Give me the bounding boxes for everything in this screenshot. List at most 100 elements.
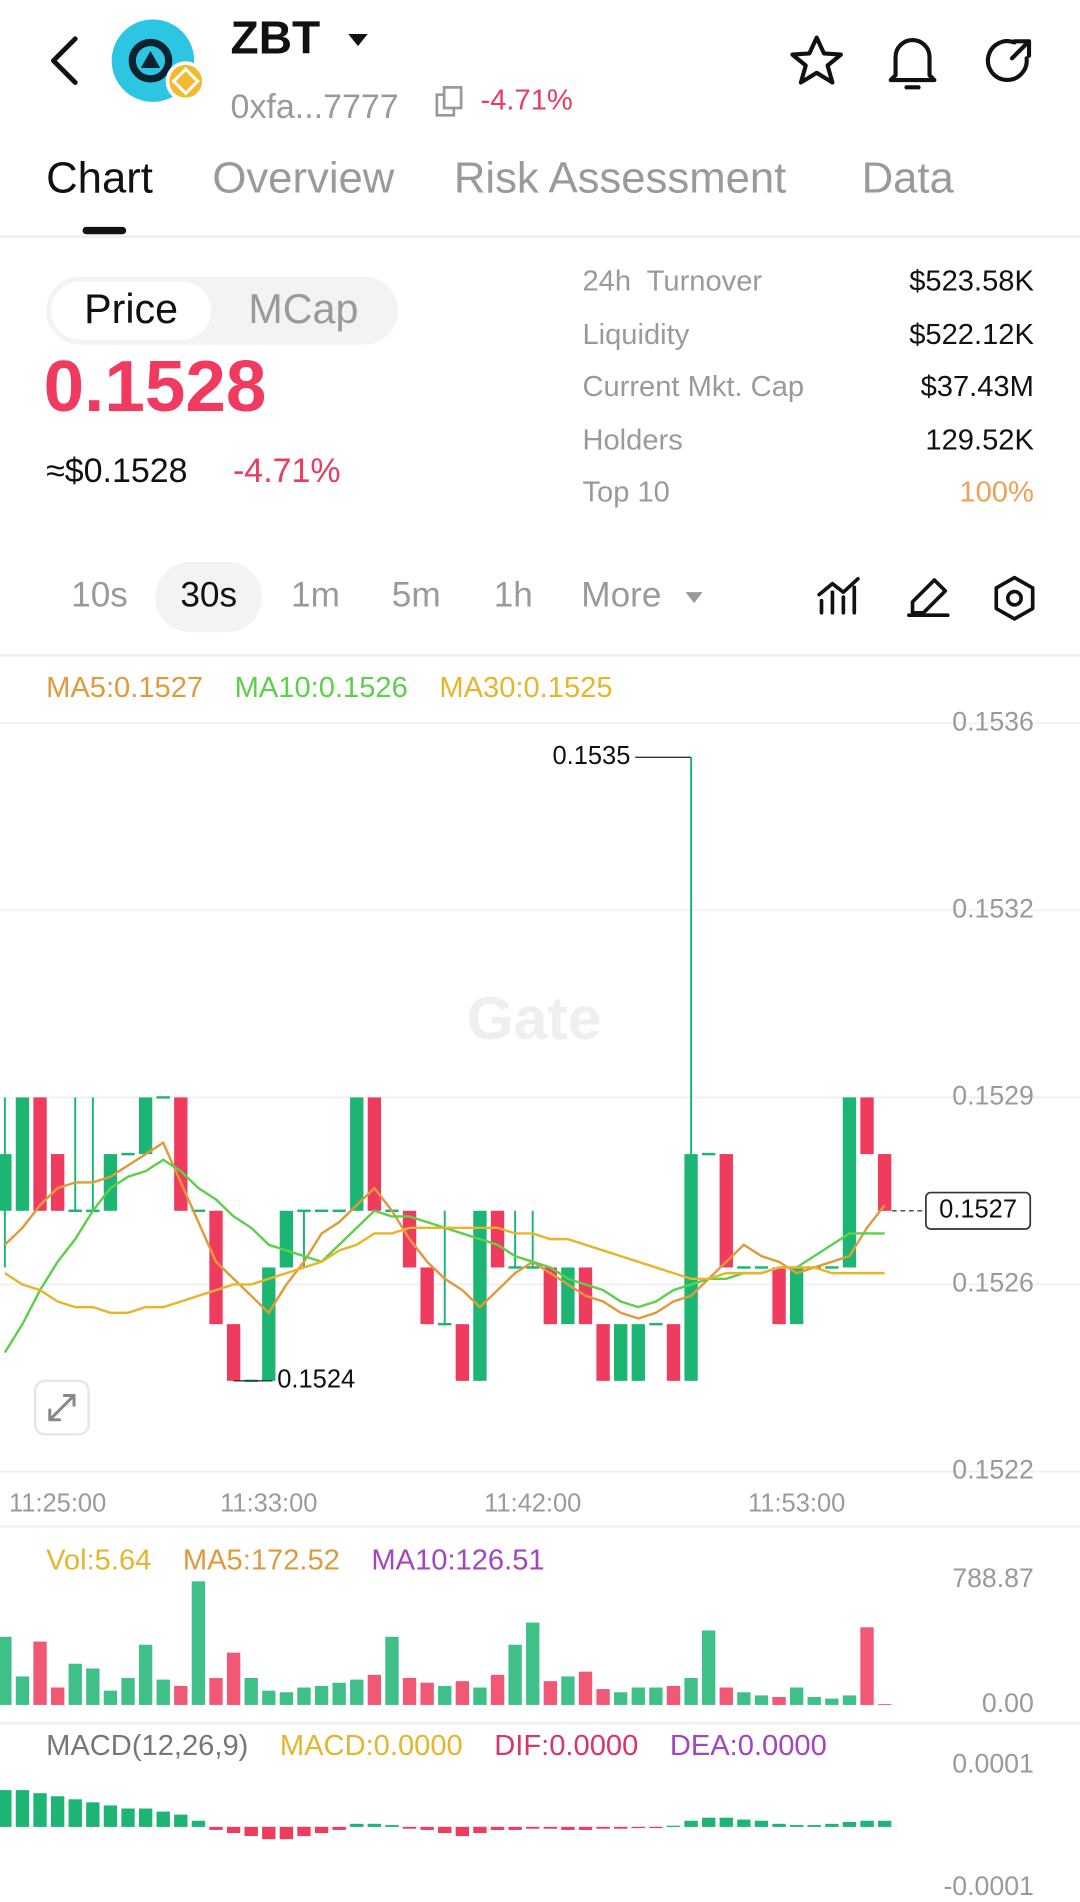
volume-bar bbox=[490, 1674, 505, 1705]
macd-bar bbox=[842, 1821, 857, 1827]
candle-body bbox=[420, 1267, 434, 1325]
macd-bar bbox=[649, 1826, 663, 1829]
draw-button[interactable] bbox=[907, 578, 950, 618]
x-tick-label: 11:53:00 bbox=[748, 1489, 845, 1517]
fullscreen-button[interactable] bbox=[33, 1379, 90, 1436]
macd-bar bbox=[737, 1819, 751, 1827]
macd-bar bbox=[244, 1826, 258, 1837]
candle-body bbox=[455, 1324, 470, 1381]
volume-bar bbox=[402, 1677, 417, 1705]
interval-option[interactable]: 30s bbox=[180, 575, 237, 614]
macd-bar bbox=[174, 1814, 188, 1827]
macd-bar bbox=[614, 1826, 628, 1829]
interval-bar: 10s 30s 1m 5m 1h More bbox=[71, 575, 661, 614]
toggle-option[interactable]: Price bbox=[84, 286, 178, 332]
volume-bar bbox=[455, 1681, 470, 1705]
volume-bar bbox=[842, 1695, 857, 1705]
interval-option[interactable]: 10s bbox=[71, 575, 128, 614]
volume-bar bbox=[649, 1687, 663, 1705]
macd-bar bbox=[103, 1805, 118, 1827]
toggle-option[interactable]: MCap bbox=[248, 286, 358, 332]
chart-area: 0.1536 0.1532 0.1529 0.1526 0.1522 11:25:00 11… bbox=[0, 672, 1080, 1901]
candle-body bbox=[684, 1154, 698, 1381]
favorite-button[interactable] bbox=[790, 35, 844, 85]
candle-body bbox=[350, 1097, 364, 1211]
usd-price: ≈$0.1528 bbox=[46, 452, 187, 490]
macd-bar bbox=[701, 1817, 716, 1827]
candle-body bbox=[543, 1267, 557, 1325]
candle-body bbox=[754, 1266, 769, 1269]
stats-table: 24h Turnover $523.58K Liquidity $522.12K Cur… bbox=[582, 265, 1034, 508]
candle-body bbox=[508, 1266, 522, 1269]
candle-body bbox=[825, 1266, 839, 1269]
tab-indicator bbox=[82, 226, 127, 235]
macd-bar bbox=[50, 1796, 65, 1827]
settings-button[interactable] bbox=[994, 575, 1035, 621]
tab[interactable]: Overview bbox=[212, 153, 394, 202]
tab[interactable]: Risk Assessment bbox=[454, 153, 787, 202]
macd-bar bbox=[0, 1790, 12, 1827]
logo-mark bbox=[140, 50, 161, 68]
macd-bar bbox=[473, 1826, 487, 1834]
y-tick-label: 0.1532 bbox=[952, 893, 1034, 923]
fullscreen-arrows bbox=[48, 1393, 76, 1422]
macd-bar bbox=[15, 1790, 30, 1827]
legend-entry: MACD(12,26,9) bbox=[46, 1730, 248, 1762]
y-tick-label: -0.0001 bbox=[943, 1871, 1034, 1901]
macd-bar bbox=[138, 1808, 153, 1827]
candle-body bbox=[297, 1209, 311, 1212]
volume-bar bbox=[701, 1630, 716, 1705]
volume-bar bbox=[174, 1685, 188, 1705]
x-tick-label: 11:25:00 bbox=[9, 1489, 106, 1517]
alert-button[interactable] bbox=[888, 37, 937, 90]
interval-option[interactable]: 1m bbox=[291, 575, 340, 614]
legend-entry: DEA:0.0000 bbox=[670, 1730, 827, 1762]
refresh-button[interactable] bbox=[985, 39, 1032, 82]
y-tick-label: 0.1529 bbox=[952, 1080, 1034, 1110]
candle-body bbox=[226, 1324, 241, 1381]
macd-bar bbox=[561, 1826, 575, 1830]
volume-bar bbox=[0, 1636, 12, 1705]
tab[interactable]: Data bbox=[862, 153, 955, 202]
refresh-arrow bbox=[1009, 39, 1032, 61]
candle-body bbox=[860, 1097, 874, 1155]
candle-body bbox=[103, 1154, 118, 1211]
more-dropdown[interactable] bbox=[685, 592, 703, 604]
macd-bar bbox=[631, 1826, 645, 1829]
volume-bar bbox=[473, 1687, 487, 1705]
volume-bar bbox=[15, 1676, 30, 1705]
indicator-button[interactable] bbox=[817, 577, 860, 615]
interval-option[interactable]: 5m bbox=[392, 575, 441, 614]
volume-bar bbox=[772, 1697, 786, 1705]
macd-bar bbox=[367, 1823, 382, 1827]
macd-bar bbox=[314, 1826, 329, 1834]
macd-bar bbox=[877, 1820, 892, 1827]
candle-body bbox=[842, 1097, 857, 1268]
candle-body bbox=[50, 1154, 65, 1211]
interval-option[interactable]: 1h bbox=[494, 575, 533, 614]
volume-bar bbox=[103, 1690, 118, 1705]
token-symbol[interactable]: ZBT bbox=[231, 11, 321, 63]
back-button[interactable] bbox=[50, 36, 78, 85]
last-price-box bbox=[925, 1191, 1032, 1230]
token-logo bbox=[111, 19, 206, 102]
copy-icon[interactable] bbox=[435, 86, 463, 117]
volume-bar bbox=[262, 1690, 276, 1705]
macd-bar bbox=[490, 1826, 505, 1830]
candle-body bbox=[473, 1210, 487, 1381]
macd-bar bbox=[279, 1826, 294, 1840]
stat-value: $522.12K bbox=[909, 319, 1034, 351]
price-change: -4.71% bbox=[233, 452, 341, 490]
volume-bar bbox=[385, 1636, 399, 1705]
legend-entry: MA30:0.1525 bbox=[439, 672, 612, 704]
symbol-dropdown[interactable] bbox=[348, 33, 368, 47]
high-label: 0.1535 bbox=[552, 742, 630, 770]
macd-bar bbox=[684, 1820, 698, 1827]
macd-bar bbox=[209, 1826, 223, 1830]
interval-option[interactable]: More bbox=[581, 575, 661, 614]
interval-selected-bg bbox=[155, 561, 263, 633]
volume-bar bbox=[438, 1685, 452, 1705]
candle-body bbox=[314, 1209, 329, 1212]
volume-bar bbox=[543, 1681, 557, 1705]
tab-active[interactable]: Chart bbox=[46, 153, 153, 202]
